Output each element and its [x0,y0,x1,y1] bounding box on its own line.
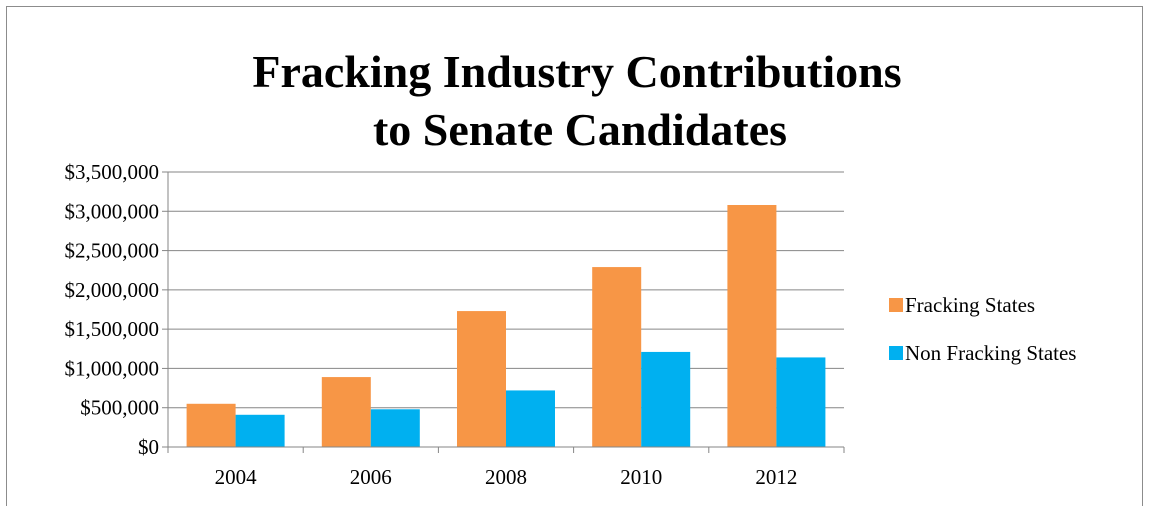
bar-fracking-states-2004 [186,403,236,447]
y-tick-label: $3,000,000 [65,199,160,223]
bar-non-fracking-states-2006 [370,409,420,447]
chart-frame [6,6,1143,506]
y-tick-label: $2,500,000 [65,239,160,263]
bar-non-fracking-states-2008 [506,390,555,447]
bar-fracking-states-2006 [321,377,371,447]
chart-title-line-2: to Senate Candidates [373,104,787,155]
legend-swatch [889,346,903,360]
chart-title-line-1: Fracking Industry Contributions [252,46,901,97]
x-tick-label: 2008 [485,465,527,489]
y-tick-label: $3,500,000 [65,160,160,184]
bar-non-fracking-states-2010 [641,351,691,447]
bar-fracking-states-2008 [457,311,506,447]
y-tick-label: $1,000,000 [65,356,160,380]
y-tick-label: $500,000 [80,396,159,420]
bar-non-fracking-states-2004 [235,414,285,447]
y-tick-label: $1,500,000 [65,317,160,341]
legend-swatch [889,298,903,312]
bars [186,205,826,447]
x-tick-label: 2012 [755,465,797,489]
bar-non-fracking-states-2012 [776,357,826,447]
y-axis-tick-labels: $0 $500,000 $1,000,000 $1,500,000 $2,000,000… [65,160,160,459]
y-tick-label: $2,000,000 [65,278,160,302]
legend-label: Non Fracking States [905,341,1076,365]
legend: Fracking States Non Fracking States [889,293,1076,365]
y-tick-label: $0 [138,435,159,459]
axes [167,172,845,453]
bar-fracking-states-2012 [727,205,777,447]
x-tick-label: 2010 [620,465,662,489]
bar-fracking-states-2010 [592,267,642,447]
x-tick-label: 2006 [350,465,392,489]
legend-label: Fracking States [905,293,1035,317]
x-tick-label: 2004 [215,465,258,489]
x-axis-tick-labels: 2004 2006 2008 2010 2012 [215,465,798,489]
